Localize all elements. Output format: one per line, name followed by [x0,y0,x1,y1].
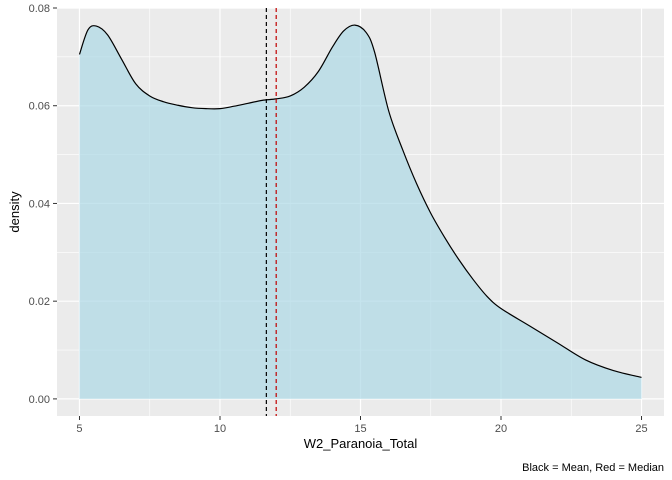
x-tick-label: 15 [354,423,366,435]
x-tick-label: 20 [495,423,507,435]
reference-lines [265,8,277,416]
chart-caption: Black = Mean, Red = Median [522,462,664,474]
density-curve [78,24,642,378]
y-axis-title: density [7,191,22,233]
y-tick-label: 0.04 [29,198,50,210]
x-tick-label: 5 [76,423,82,435]
y-tick-label: 0.08 [29,3,50,15]
x-axis: 5 10 15 20 25 [76,416,648,435]
y-tick-label: 0.06 [29,101,50,113]
density-area [79,25,642,399]
x-tick-label: 10 [214,423,226,435]
y-axis: 0.00 0.02 0.04 0.06 0.08 [29,3,57,406]
y-tick-label: 0.00 [29,394,50,406]
y-tick-label: 0.02 [29,296,50,308]
x-tick-label: 25 [635,423,647,435]
x-axis-title: W2_Paranoia_Total [304,436,418,451]
